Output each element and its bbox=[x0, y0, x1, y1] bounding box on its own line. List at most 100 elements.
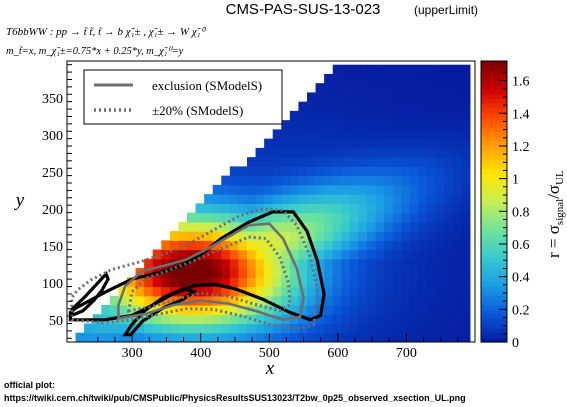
heatmap-cell bbox=[418, 83, 428, 94]
heatmap-cell bbox=[341, 203, 351, 214]
heatmap-cell bbox=[358, 314, 368, 325]
heatmap-cell bbox=[298, 314, 308, 325]
heatmap-cell bbox=[367, 332, 377, 342]
heatmap-cell bbox=[392, 277, 402, 288]
heatmap-cell bbox=[401, 101, 411, 112]
heatmap-cell bbox=[332, 184, 342, 195]
heatmap-cell bbox=[427, 101, 437, 112]
heatmap-cell bbox=[341, 157, 351, 167]
heatmap-cell bbox=[212, 221, 222, 232]
heatmap-cell bbox=[349, 295, 360, 306]
heatmap-cell bbox=[358, 64, 368, 75]
heatmap-cell bbox=[332, 157, 342, 167]
heatmap-cell bbox=[229, 249, 240, 260]
heatmap-cell bbox=[332, 221, 342, 232]
heatmap-cell bbox=[401, 138, 411, 149]
heatmap-cell bbox=[367, 64, 377, 75]
colorbar-segment bbox=[481, 84, 507, 90]
heatmap-cell bbox=[349, 101, 360, 112]
heatmap-cell bbox=[367, 277, 377, 288]
heatmap-cell bbox=[272, 157, 282, 167]
heatmap-cell bbox=[341, 138, 351, 149]
heatmap-cell bbox=[427, 286, 437, 297]
heatmap-cell bbox=[418, 194, 428, 204]
heatmap-cell bbox=[444, 184, 454, 195]
heatmap-cell bbox=[375, 175, 385, 186]
heatmap-cell bbox=[195, 203, 205, 214]
heatmap-cell bbox=[427, 147, 437, 158]
colorbar-label: r = σsignal/σUL bbox=[544, 170, 566, 258]
heatmap-cell bbox=[349, 314, 360, 325]
heatmap-cell bbox=[349, 221, 360, 232]
heatmap-cell bbox=[384, 332, 394, 342]
heatmap-cell bbox=[435, 332, 445, 342]
heatmap-cell bbox=[384, 295, 394, 306]
heatmap-cell bbox=[264, 249, 274, 260]
colorbar-segment bbox=[481, 121, 507, 128]
footer-official-url[interactable]: https://twiki.cern.ch/twiki/pub/CMSPubli… bbox=[4, 393, 466, 403]
heatmap-cell bbox=[289, 138, 300, 149]
heatmap-cell bbox=[289, 194, 300, 204]
heatmap-cell bbox=[367, 129, 377, 140]
heatmap-cell bbox=[409, 194, 420, 204]
heatmap-cell bbox=[409, 231, 420, 241]
heatmap-cell bbox=[375, 212, 385, 223]
heatmap-cell bbox=[384, 120, 394, 131]
heatmap-cell bbox=[444, 157, 454, 167]
heatmap-cell bbox=[289, 212, 300, 223]
heatmap-cell bbox=[127, 332, 137, 342]
heatmap-cell bbox=[444, 286, 454, 297]
heatmap-cell bbox=[349, 110, 360, 121]
heatmap-cell bbox=[401, 268, 411, 278]
colorbar-tick-label: 0.6 bbox=[512, 238, 530, 253]
heatmap-cell bbox=[461, 92, 471, 103]
heatmap-cell bbox=[264, 138, 274, 149]
heatmap-cell bbox=[272, 240, 282, 251]
heatmap-cell bbox=[324, 203, 334, 214]
heatmap-cell bbox=[281, 129, 291, 140]
heatmap-cell bbox=[427, 314, 437, 325]
heatmap-cell bbox=[195, 314, 205, 325]
heatmap-cell bbox=[332, 64, 342, 75]
heatmap-cell bbox=[324, 110, 334, 121]
heatmap-cell bbox=[367, 249, 377, 260]
heatmap-cell bbox=[281, 221, 291, 232]
heatmap-cell bbox=[349, 92, 360, 103]
heatmap-cell bbox=[315, 323, 325, 334]
colorbar-label-sub1: signal bbox=[554, 199, 566, 225]
heatmap-cell bbox=[452, 92, 462, 103]
colorbar-segment bbox=[481, 61, 507, 67]
heatmap-cell bbox=[358, 258, 368, 269]
heatmap-cell bbox=[358, 110, 368, 121]
heatmap-cell bbox=[349, 120, 360, 131]
heatmap-cell bbox=[229, 184, 240, 195]
heatmap-cell bbox=[375, 120, 385, 131]
heatmap-cell bbox=[289, 268, 300, 278]
heatmap-cell bbox=[341, 64, 351, 75]
heatmap-cell bbox=[384, 73, 394, 84]
heatmap-cell bbox=[401, 64, 411, 75]
colorbar-segment bbox=[481, 215, 507, 221]
heatmap-cell bbox=[229, 221, 240, 232]
heatmap-cell bbox=[289, 277, 300, 288]
colorbar-segment bbox=[481, 89, 507, 95]
heatmap-cell bbox=[272, 138, 282, 149]
heatmap-cell bbox=[332, 147, 342, 158]
heatmap-cell bbox=[212, 231, 222, 241]
heatmap-cell bbox=[289, 286, 300, 297]
heatmap-cell bbox=[435, 92, 445, 103]
heatmap-cell bbox=[289, 249, 300, 260]
colorbar-segment bbox=[481, 313, 507, 320]
heatmap-cell bbox=[418, 221, 428, 232]
heatmap-cell bbox=[324, 221, 334, 232]
heatmap-cell bbox=[452, 203, 462, 214]
heatmap-cell bbox=[384, 286, 394, 297]
heatmap-cell bbox=[84, 332, 94, 342]
heatmap-cell bbox=[392, 314, 402, 325]
heatmap-cell bbox=[255, 147, 265, 158]
heatmap-cell bbox=[324, 212, 334, 223]
heatmap-cell bbox=[452, 110, 462, 121]
heatmap-cell bbox=[427, 240, 437, 251]
heatmap-cell bbox=[341, 92, 351, 103]
